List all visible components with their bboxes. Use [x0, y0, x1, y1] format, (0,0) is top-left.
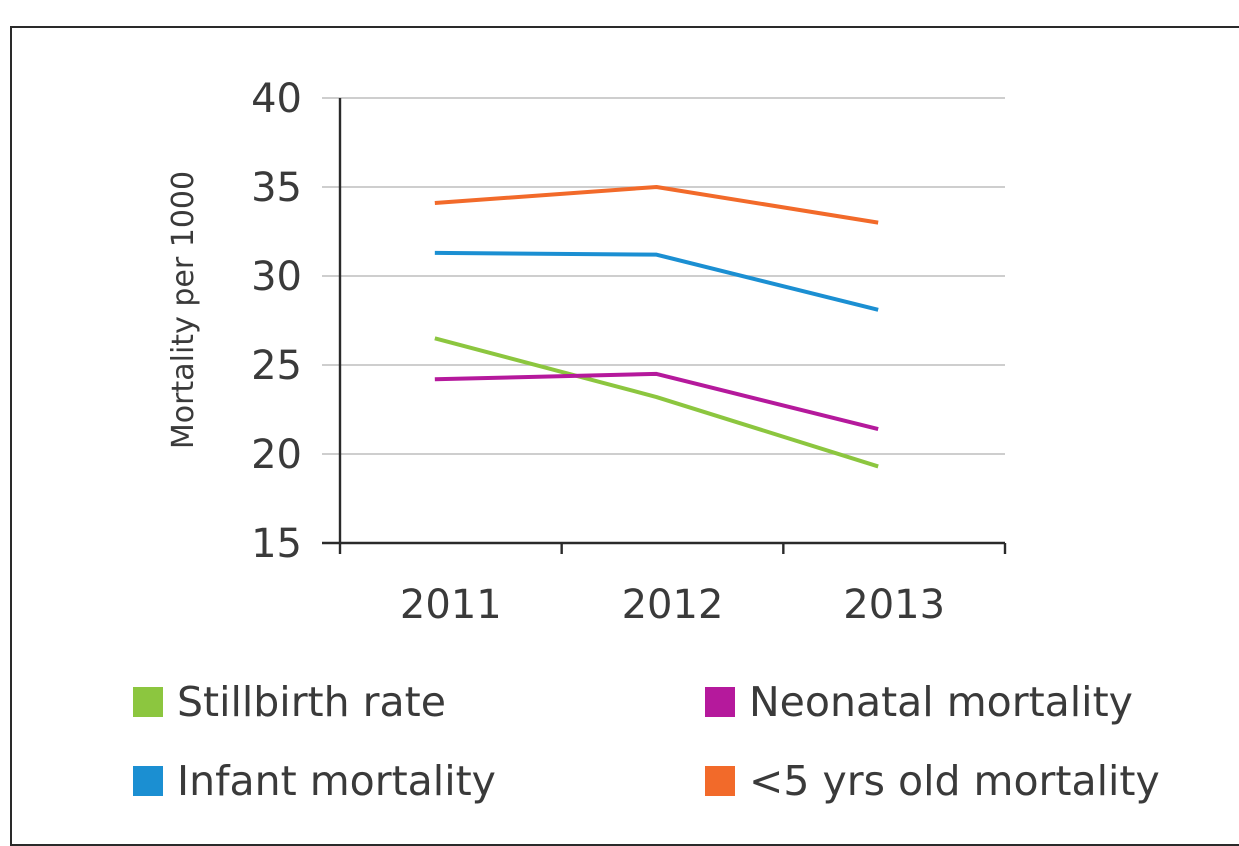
legend-label-neonatal: Neonatal mortality — [749, 678, 1133, 726]
legend-item-infant: Infant mortality — [133, 757, 496, 805]
legend-item-under5: <5 yrs old mortality — [705, 757, 1160, 805]
series-line-5-yrs-old-mortality — [434, 185, 879, 225]
tick-labels: 15 20 25 30 35 40 2011 2012 2013 — [251, 76, 945, 628]
series-line-neonatal-mortality — [434, 371, 879, 432]
y-tick-label-25: 25 — [251, 343, 302, 389]
y-tick-label-35: 35 — [251, 165, 302, 211]
y-axis-label: Mortality per 1000 — [166, 171, 201, 449]
legend-swatch-infant — [133, 766, 163, 796]
x-tick-label-2012: 2012 — [622, 582, 724, 628]
x-tick-label-2011: 2011 — [400, 582, 502, 628]
legend-label-infant: Infant mortality — [177, 757, 496, 805]
series-lines — [434, 185, 879, 469]
legend-item-neonatal: Neonatal mortality — [705, 678, 1133, 726]
y-tick-label-40: 40 — [251, 76, 302, 122]
y-tick-label-30: 30 — [251, 254, 302, 300]
axes — [322, 98, 1007, 554]
y-tick-label-20: 20 — [251, 432, 302, 478]
legend-swatch-stillbirth — [133, 687, 163, 717]
y-tick-label-15: 15 — [251, 521, 302, 567]
series-line-stillbirth-rate — [434, 336, 879, 469]
legend-label-under5: <5 yrs old mortality — [749, 757, 1160, 805]
legend-swatch-neonatal — [705, 687, 735, 717]
series-line-infant-mortality — [434, 250, 879, 312]
x-tick-label-2013: 2013 — [843, 582, 945, 628]
legend-label-stillbirth: Stillbirth rate — [177, 678, 446, 726]
legend-swatch-under5 — [705, 766, 735, 796]
legend-item-stillbirth: Stillbirth rate — [133, 678, 446, 726]
